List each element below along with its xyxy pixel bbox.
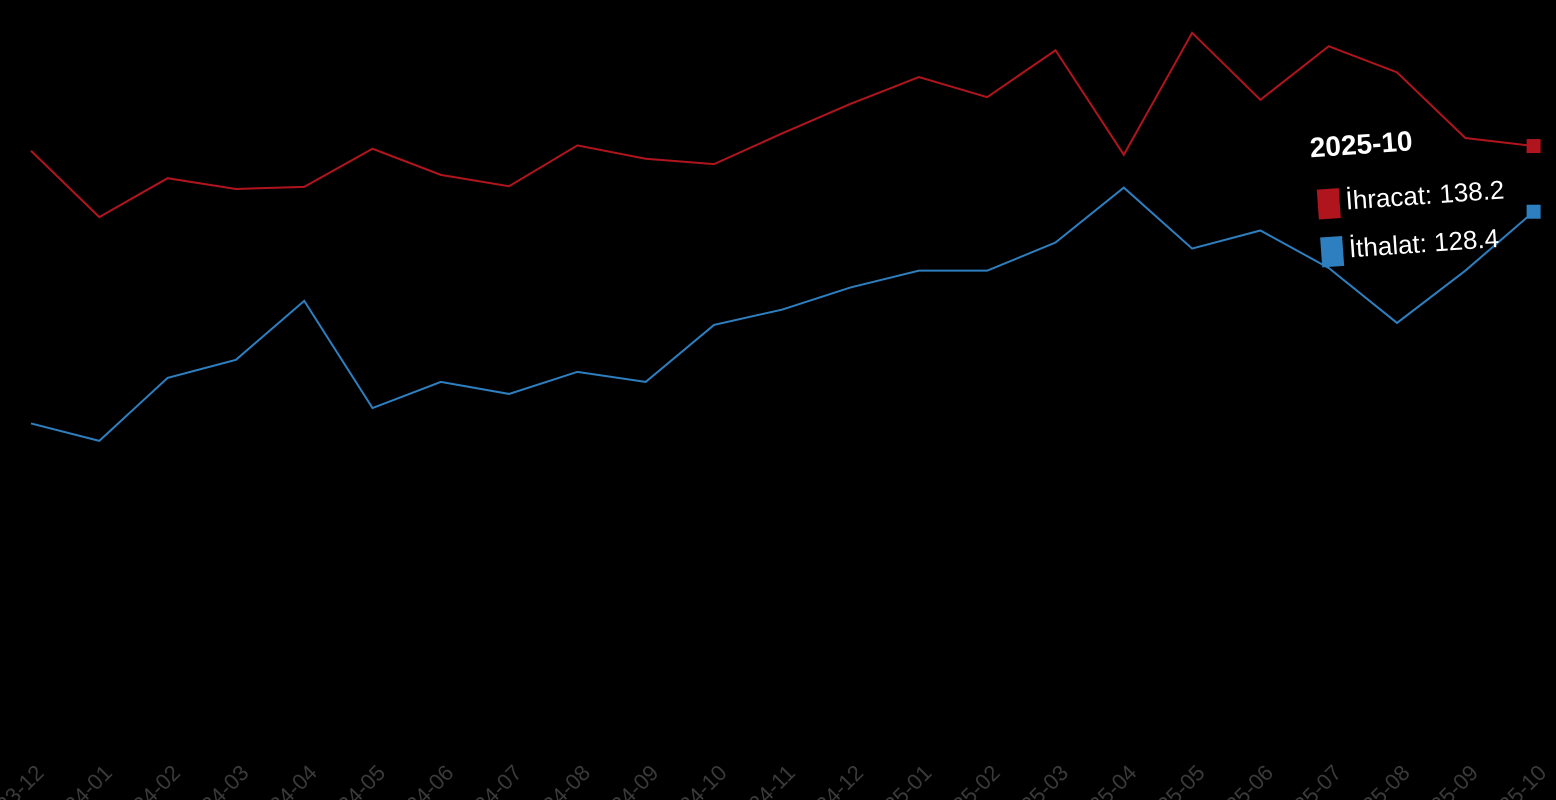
- hover-marker: [1526, 139, 1541, 154]
- x-tick-label: 2024-01: [42, 760, 117, 800]
- x-tick-label: 2024-08: [520, 760, 595, 800]
- tooltip-title: 2025-10: [1309, 125, 1414, 163]
- series-line: [30, 186, 1535, 442]
- x-tick-label: 2025-01: [862, 760, 937, 800]
- x-tick-label: 2025-03: [998, 760, 1073, 800]
- x-tick-label: 2025-04: [1067, 760, 1142, 800]
- x-tick-label: 2024-11: [726, 760, 800, 800]
- x-tick-label: 2023-12: [0, 760, 49, 800]
- x-tick-label: 2024-05: [315, 760, 390, 800]
- x-tick-label: 2025-08: [1340, 760, 1415, 800]
- hover-marker: [1526, 204, 1541, 219]
- tooltip-item: İthalat: 128.4: [1348, 223, 1500, 263]
- x-tick-label: 2024-09: [589, 760, 664, 800]
- x-tick-label: 2024-03: [179, 760, 254, 800]
- x-tick-label: 2024-06: [384, 760, 459, 800]
- x-tick-label: 2025-09: [1408, 760, 1483, 800]
- x-tick-label: 2024-10: [657, 760, 732, 800]
- tooltip: 2025-10 İhracat: 138.2 İthalat: 128.4: [1309, 125, 1506, 268]
- x-tick-label: 2024-12: [793, 760, 868, 800]
- x-tick-label: 2024-07: [452, 760, 527, 800]
- x-tick-label: 2025-10: [1476, 760, 1551, 800]
- tooltip-swatch: [1320, 235, 1345, 268]
- x-tick-label: 2025-06: [1203, 760, 1278, 800]
- x-tick-label: 2024-02: [110, 760, 185, 800]
- x-tick-label: 2025-05: [1135, 760, 1210, 800]
- x-tick-label: 2025-02: [930, 760, 1005, 800]
- tooltip-item: İhracat: 138.2: [1345, 174, 1506, 215]
- x-tick-label: 2024-04: [247, 760, 322, 800]
- x-tick-label: 2025-07: [1272, 760, 1347, 800]
- series-line: [30, 31, 1534, 219]
- tooltip-swatch: [1316, 188, 1341, 220]
